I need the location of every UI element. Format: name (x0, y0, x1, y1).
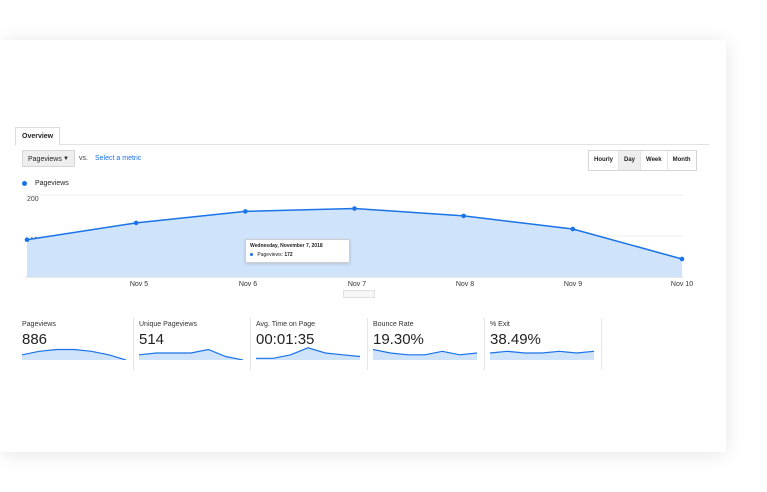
tab-overview[interactable]: Overview (15, 127, 61, 146)
chart-drag-handle[interactable] (343, 290, 375, 298)
chart-legend: Pageviews (22, 180, 69, 187)
scorecard-label: Bounce Rate (373, 321, 414, 328)
x-tick-label: Nov 8 (455, 281, 475, 288)
scorecard-pageviews[interactable]: Pageviews 886 (17, 318, 134, 370)
sparkline-area (139, 349, 243, 360)
sparkline (373, 348, 477, 360)
series-points (24, 206, 685, 262)
x-tick-label: Nov 5 (129, 281, 149, 288)
sparkline (22, 348, 126, 360)
scorecard-value: 514 (139, 331, 165, 348)
scorecard-value: 38.49% (490, 331, 541, 348)
scorecard-label: % Exit (490, 321, 510, 328)
sparkline-area (490, 351, 594, 360)
sparkline (139, 348, 243, 360)
sparkline-line (256, 347, 360, 359)
legend-dot-icon (22, 180, 27, 186)
data-point[interactable] (133, 220, 139, 226)
x-tick-label: Nov 10 (670, 281, 694, 288)
scorecard-label: Pageviews (22, 321, 56, 328)
data-point[interactable] (352, 206, 357, 211)
scorecard-label: Unique Pageviews (139, 321, 197, 328)
series-area (27, 208, 682, 277)
scorecard-unique-pageviews[interactable]: Unique Pageviews 514 (134, 318, 251, 370)
data-point[interactable] (24, 237, 30, 242)
scorecard-value: 00:01:35 (256, 331, 315, 348)
x-tick-label: Nov 7 (347, 281, 367, 288)
granularity-toggle: Hourly Day Week Month (588, 150, 697, 171)
sparkline-line (139, 348, 243, 360)
x-tick-label: Nov 9 (563, 281, 583, 288)
data-point[interactable] (243, 209, 248, 214)
legend-label: Pageviews (34, 180, 69, 187)
sparkline-line (373, 348, 477, 356)
sparkline-line (22, 348, 126, 360)
sparkline (490, 350, 594, 360)
tooltip-title: Wednesday, November 7, 2018 (250, 243, 323, 249)
sparkline-area (22, 349, 126, 360)
scorecard-value: 19.30% (373, 331, 424, 348)
data-point[interactable] (570, 226, 576, 232)
metric-dropdown[interactable]: Pageviews ▼ (22, 150, 75, 167)
scorecard-row: Pageviews 886 Unique Pageviews 514 Avg. … (17, 318, 603, 370)
y-tick-label: 200 (27, 196, 39, 203)
sparkline-line (490, 350, 594, 354)
sparkline-area (373, 349, 477, 360)
chevron-down-icon: ▼ (63, 156, 69, 162)
metric-dropdown-label: Pageviews (28, 156, 62, 163)
vs-label: vs. (79, 155, 88, 162)
x-tick-label: Nov 6 (238, 281, 258, 288)
chart-tooltip: Wednesday, November 7, 2018 Pageviews: 1… (245, 239, 350, 263)
tooltip-dot-icon (250, 253, 253, 257)
scorecard-avg-time-on-page[interactable]: Avg. Time on Page 00:01:35 (251, 318, 368, 370)
tooltip-value: 172 (284, 252, 293, 258)
data-point[interactable] (461, 213, 466, 219)
scorecard-label: Avg. Time on Page (256, 321, 316, 328)
scorecard-exit[interactable]: % Exit 38.49% (485, 318, 602, 370)
granularity-week[interactable]: Week (641, 151, 668, 170)
tab-divider (15, 144, 709, 145)
granularity-hourly[interactable]: Hourly (589, 151, 620, 170)
select-metric-link[interactable]: Select a metric (95, 155, 142, 162)
tooltip-label: Pageviews: (257, 252, 283, 258)
scorecard-bounce-rate[interactable]: Bounce Rate 19.30% (368, 318, 485, 370)
sparkline (256, 347, 360, 360)
granularity-day[interactable]: Day (619, 151, 642, 170)
data-point[interactable] (679, 256, 685, 262)
granularity-month[interactable]: Month (672, 157, 691, 163)
scorecard-value: 886 (22, 331, 48, 348)
